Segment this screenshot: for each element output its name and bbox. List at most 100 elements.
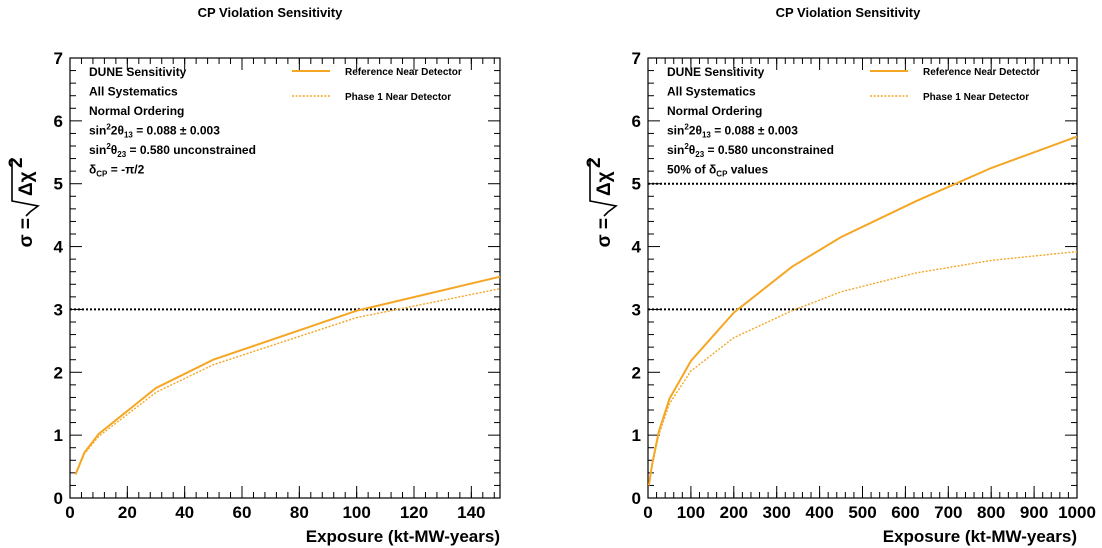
annotation-part: sin <box>667 143 684 157</box>
series-line-reference <box>74 275 501 475</box>
y-tick-label: 6 <box>632 112 641 131</box>
plot-frame <box>69 57 501 499</box>
annotation-part: sin <box>89 143 106 157</box>
y-tick-label: 4 <box>632 238 642 257</box>
y-tick-label: 7 <box>54 49 63 68</box>
x-tick-label: 100 <box>342 503 370 522</box>
series-line-phase1 <box>75 288 501 475</box>
y-axis-label: σ = Δχ 2 <box>6 157 40 247</box>
annotation-part: CP <box>716 170 728 179</box>
y-tick-label: 1 <box>632 426 641 445</box>
annotation-part: = 0.580 unconstrained <box>126 143 256 157</box>
annotation-part: = 0.088 ± 0.003 <box>133 124 220 138</box>
annotation-part: = 0.580 unconstrained <box>704 143 834 157</box>
x-tick-label: 120 <box>400 503 428 522</box>
annotation-line: Normal Ordering <box>667 104 762 118</box>
annotation-block: DUNE Sensitivity All Systematics Normal Or… <box>667 65 834 179</box>
x-tick-label: 0 <box>65 503 74 522</box>
y-axis-label-radicand: Δχ <box>16 171 37 196</box>
x-tick-label: 140 <box>457 503 485 522</box>
annotation-part: CP <box>96 170 108 179</box>
x-axis-label: Exposure (kt-MW-years) <box>883 527 1077 546</box>
annotation-line: sin22θ13 = 0.088 ± 0.003 <box>667 123 798 140</box>
annotation-part: 50% of δ <box>667 163 716 177</box>
y-tick-label: 3 <box>54 300 63 319</box>
y-axis-label-radical <box>589 158 618 217</box>
y-axis-label-text: σ = <box>16 218 37 247</box>
x-tick-label: 100 <box>677 503 705 522</box>
annotation-part: δ <box>89 163 96 177</box>
annotation-part: 2θ <box>111 124 124 138</box>
x-tick-label: 500 <box>848 503 876 522</box>
x-tick-label: 700 <box>934 503 962 522</box>
y-tick-label: 3 <box>632 300 641 319</box>
annotation-line: Normal Ordering <box>89 104 184 118</box>
annotation-line: δCP = -π/2 <box>89 163 145 179</box>
x-tick-label: 600 <box>891 503 919 522</box>
annotation-part: 2θ <box>689 124 702 138</box>
x-tick-label: 400 <box>805 503 833 522</box>
annotation-part: 2 <box>684 142 689 151</box>
y-tick-label: 1 <box>54 426 63 445</box>
annotation-line: sin2θ23 = 0.580 unconstrained <box>89 142 256 159</box>
y-axis-label-superscript: 2 <box>6 157 27 168</box>
x-tick-label: 80 <box>290 503 309 522</box>
annotation-part: 2 <box>684 123 689 132</box>
annotation-line: All Systematics <box>667 85 756 99</box>
legend-label: Phase 1 Near Detector <box>345 92 451 103</box>
y-axis-label-radicand: Δχ <box>594 171 615 196</box>
legend: Reference Near Detector Phase 1 Near Dete… <box>870 67 1040 103</box>
annotation-line: DUNE Sensitivity <box>89 65 187 79</box>
annotation-part: 13 <box>702 131 711 140</box>
x-tick-label: 20 <box>118 503 137 522</box>
annotation-part: θ <box>689 143 696 157</box>
y-tick-label: 5 <box>632 175 641 194</box>
annotation-line: DUNE Sensitivity <box>667 65 765 79</box>
legend-label: Reference Near Detector <box>923 67 1040 78</box>
x-tick-label: 0 <box>643 503 652 522</box>
annotation-part: θ <box>111 143 118 157</box>
y-tick-label: 0 <box>54 489 63 508</box>
chart-title: CP Violation Sensitivity <box>198 5 343 20</box>
legend-label: Phase 1 Near Detector <box>923 92 1029 103</box>
annotation-part: 23 <box>695 150 704 159</box>
y-tick-label: 7 <box>632 49 641 68</box>
x-tick-label: 900 <box>1020 503 1048 522</box>
y-tick-label: 4 <box>54 238 64 257</box>
y-tick-label: 6 <box>54 112 63 131</box>
y-tick-label: 2 <box>54 363 63 382</box>
annotation-part: 23 <box>117 150 126 159</box>
series-line-phase1 <box>648 250 1078 486</box>
annotation-part: sin <box>667 124 684 138</box>
annotation-line: All Systematics <box>89 85 178 99</box>
annotation-line: 50% of δCP values <box>667 163 768 179</box>
annotation-part: 13 <box>124 131 133 140</box>
y-axis-label-text: σ = <box>594 218 615 247</box>
x-tick-label: 800 <box>977 503 1005 522</box>
y-tick-label: 2 <box>632 363 641 382</box>
series-line-reference <box>647 135 1078 486</box>
annotation-part: 2 <box>106 123 111 132</box>
y-tick-label: 0 <box>632 489 641 508</box>
annotation-block: DUNE Sensitivity All Systematics Normal Or… <box>89 65 256 179</box>
legend-label: Reference Near Detector <box>345 67 462 78</box>
annotation-part: 2 <box>106 142 111 151</box>
legend: Reference Near Detector Phase 1 Near Dete… <box>292 67 462 103</box>
y-axis-label-superscript: 2 <box>584 157 605 168</box>
x-tick-label: 40 <box>175 503 194 522</box>
annotation-line: sin22θ13 = 0.088 ± 0.003 <box>89 123 220 140</box>
y-tick-label: 5 <box>54 175 63 194</box>
y-axis-label: σ = Δχ 2 <box>584 157 618 247</box>
annotation-line: sin2θ23 = 0.580 unconstrained <box>667 142 834 159</box>
y-axis-label-radical <box>11 158 40 217</box>
x-tick-label: 1000 <box>1058 503 1096 522</box>
x-tick-label: 60 <box>233 503 252 522</box>
annotation-part: sin <box>89 124 106 138</box>
x-tick-label: 200 <box>720 503 748 522</box>
x-tick-label: 300 <box>763 503 791 522</box>
annotation-part: = 0.088 ± 0.003 <box>711 124 798 138</box>
annotation-part: values <box>727 163 768 177</box>
